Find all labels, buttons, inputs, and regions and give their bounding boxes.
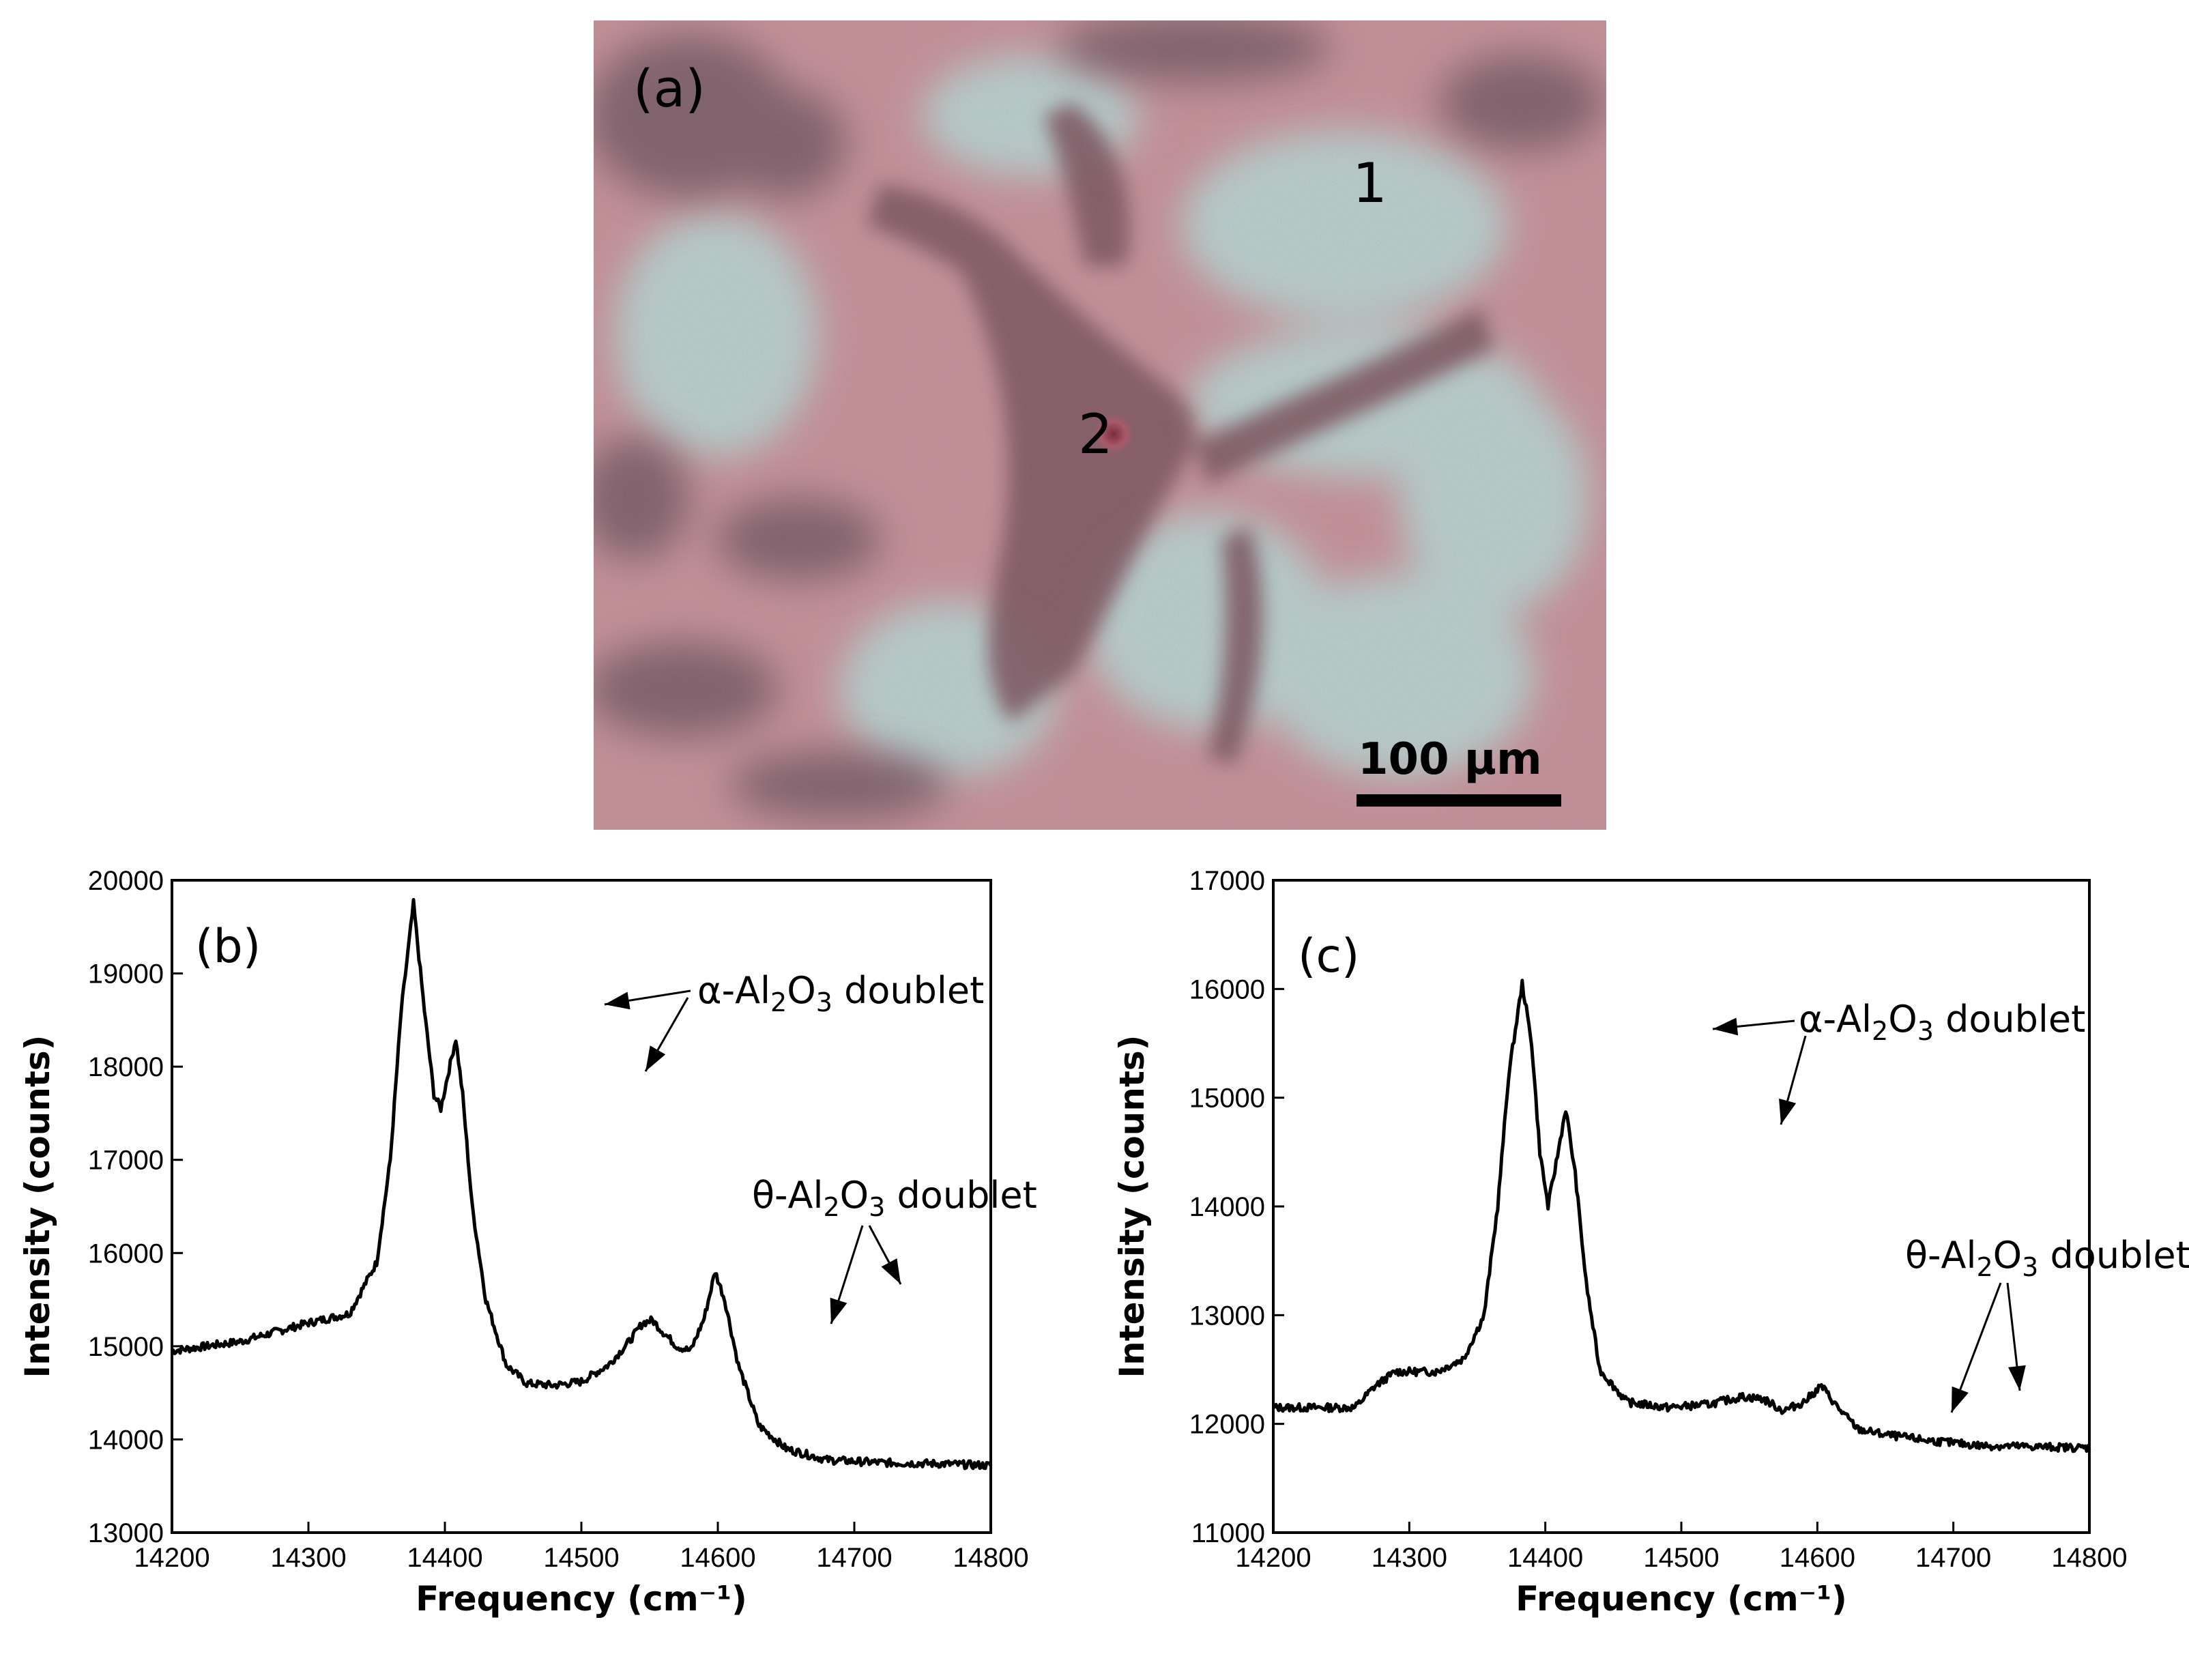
y-tick-label: 16000: [88, 1239, 164, 1269]
arrow-head: [881, 1258, 901, 1284]
peak-annotation: θ-Al2O3 doublet: [752, 1174, 1037, 1222]
micrograph-image: (a) 1 2 100 µm: [580, 14, 1606, 830]
spot-label-1: 1: [1352, 151, 1387, 215]
spectrum-line: [1272, 979, 2091, 1453]
laser-spot: [1093, 414, 1134, 454]
y-tick-label: 11000: [1191, 1518, 1265, 1548]
x-tick-label: 14500: [1643, 1543, 1719, 1573]
spot-label-2: 2: [1078, 403, 1113, 466]
x-tick-label: 14400: [407, 1543, 482, 1573]
x-tick-label: 14200: [134, 1543, 209, 1573]
x-tick-label: 14700: [1915, 1543, 1991, 1573]
arrow-head: [2008, 1365, 2026, 1391]
arrow-head: [830, 1297, 847, 1324]
arrow-head: [1952, 1386, 1969, 1413]
micrograph-panel-label: (a): [633, 58, 706, 119]
x-tick-label: 14800: [953, 1543, 1028, 1573]
scale-bar-label: 100 µm: [1358, 734, 1542, 785]
spectrum-line: [171, 898, 993, 1471]
y-tick-label: 17000: [88, 1146, 164, 1176]
y-tick-label: 12000: [1189, 1410, 1265, 1440]
x-tick-label: 14800: [2051, 1543, 2127, 1573]
arrow-head: [605, 991, 630, 1010]
x-tick-label: 14700: [816, 1543, 892, 1573]
peak-annotation: α-Al2O3 doublet: [697, 969, 984, 1017]
x-tick-label: 14200: [1235, 1543, 1311, 1573]
y-tick-label: 17000: [1189, 866, 1265, 896]
y-tick-label: 13000: [1189, 1301, 1265, 1331]
y-axis-title: Intensity (counts): [18, 1035, 57, 1378]
x-tick-label: 14300: [270, 1543, 346, 1573]
panel-label: (c): [1298, 929, 1359, 983]
x-tick-label: 14500: [543, 1543, 619, 1573]
scale-bar: [1357, 794, 1561, 807]
chart-b-svg: 14200 14300 14400 14500 14600 14700 14800 13000…: [18, 866, 1037, 1619]
y-tick-label: 13000: [88, 1518, 164, 1548]
y-tick-label: 18000: [88, 1052, 164, 1082]
raman-spectrum-c: 14200 14300 14400 14500 14600 14700 14800 11000…: [1094, 857, 2189, 1680]
peak-annotation: θ-Al2O3 doublet: [1905, 1234, 2189, 1282]
y-tick-label: 20000: [88, 866, 164, 896]
raman-spectrum-b: 14200 14300 14400 14500 14600 14700 14800 13000…: [0, 857, 1094, 1680]
panel-label: (b): [195, 920, 261, 974]
y-tick-label: 16000: [1189, 974, 1265, 1004]
y-tick-label: 14000: [88, 1425, 164, 1455]
plot-frame: [1272, 879, 2091, 1534]
x-tick-label: 14600: [680, 1543, 755, 1573]
x-tick-label: 14600: [1780, 1543, 1855, 1573]
y-tick-label: 15000: [88, 1332, 164, 1362]
x-axis-title: Frequency (cm⁻¹): [416, 1579, 747, 1619]
y-tick-label: 14000: [1189, 1192, 1265, 1222]
arrow-head: [1713, 1017, 1739, 1036]
x-tick-label: 14300: [1372, 1543, 1447, 1573]
chart-c-svg: 14200 14300 14400 14500 14600 14700 14800 11000…: [1112, 866, 2189, 1619]
x-tick-label: 14400: [1507, 1543, 1583, 1573]
peak-annotation: α-Al2O3 doublet: [1799, 998, 2085, 1046]
y-tick-label: 15000: [1189, 1084, 1265, 1114]
arrow-head: [1779, 1098, 1797, 1125]
y-axis-title: Intensity (counts): [1112, 1035, 1152, 1378]
arrow-head: [646, 1045, 666, 1071]
x-axis-title: Frequency (cm⁻¹): [1516, 1579, 1847, 1619]
y-tick-label: 19000: [88, 959, 164, 989]
